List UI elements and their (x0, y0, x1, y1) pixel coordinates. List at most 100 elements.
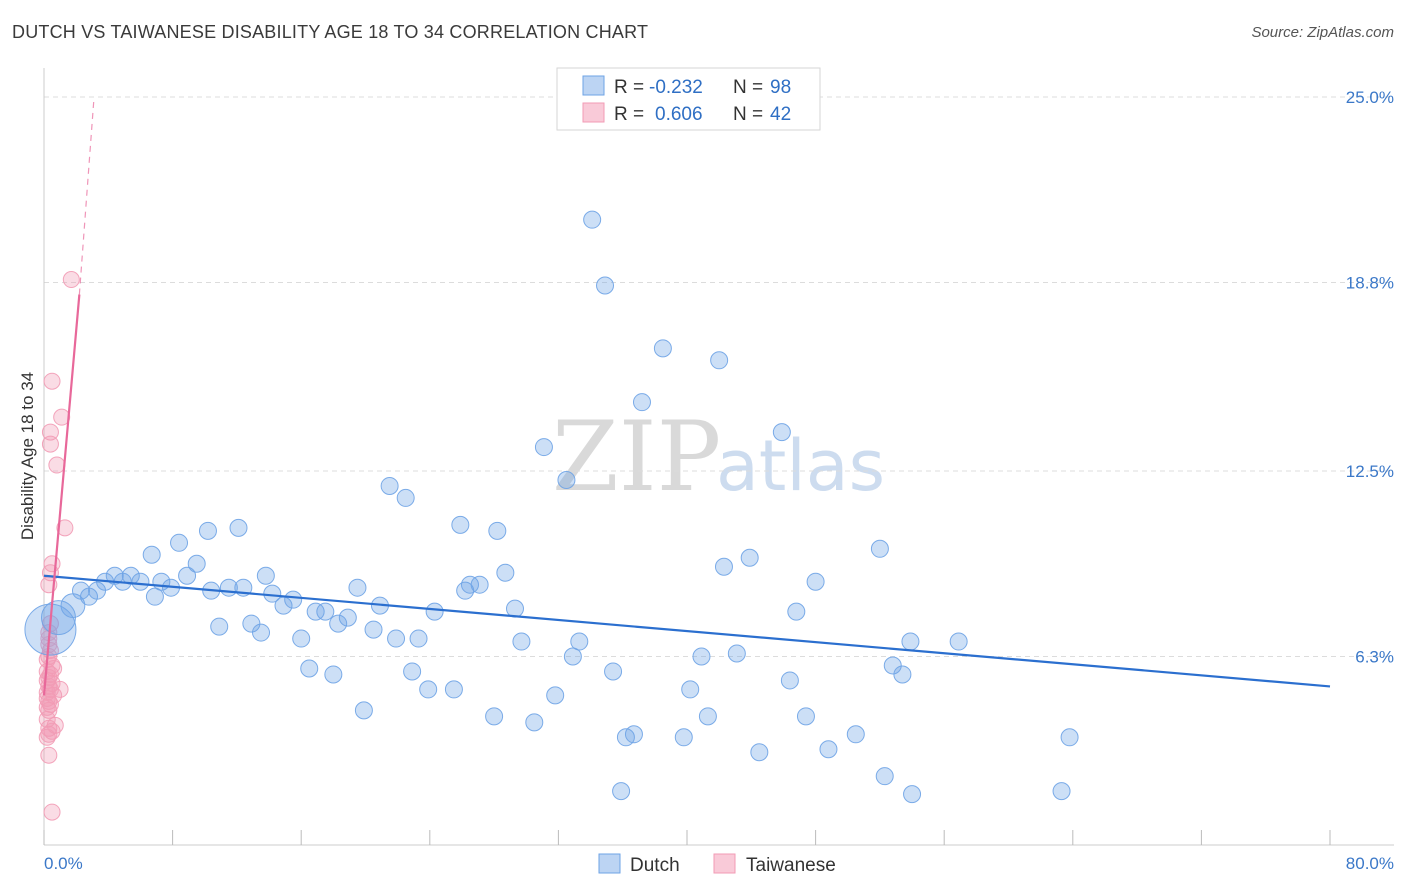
dutch-point (460, 575, 479, 594)
watermark-zip: ZIP (552, 401, 721, 513)
trendlines (42, 99, 1331, 696)
dutch-point (252, 623, 271, 642)
taiwanese-point (40, 701, 58, 719)
taiwanese-point (40, 719, 58, 737)
y-tick-label: 12.5% (1346, 462, 1394, 481)
dutch-point (1052, 782, 1071, 801)
bottom-legend-dutch-label: Dutch (630, 855, 680, 876)
dutch-point (624, 725, 643, 744)
x-tick-label-min: 0.0% (44, 854, 83, 873)
dutch-point (681, 680, 700, 699)
dutch-point (780, 671, 799, 690)
source-credit: Source: ZipAtlas.com (1251, 24, 1394, 41)
x-tick-label-max: 80.0% (1346, 854, 1394, 873)
dutch-point (348, 578, 367, 597)
legend-dutch-n-value: 98 (770, 77, 791, 98)
dutch-point (740, 548, 759, 567)
axes (43, 68, 1394, 846)
dutch-point (596, 276, 615, 295)
dutch-point (612, 782, 631, 801)
dutch-point (284, 590, 303, 609)
taiwanese-points (38, 271, 80, 821)
dutch-point (563, 647, 582, 666)
dutch-point (210, 617, 229, 636)
dutch-point (354, 701, 373, 720)
y-tick-label: 6.3% (1355, 648, 1394, 667)
taiwanese-point (43, 372, 61, 390)
y-tick-label: 18.8% (1346, 274, 1394, 293)
dutch-point (425, 602, 444, 621)
dutch-point (750, 743, 769, 762)
dutch-point (949, 632, 968, 651)
y-axis-title: Disability Age 18 to 34 (18, 372, 37, 540)
dutch-point (329, 614, 348, 633)
dutch-point (451, 515, 470, 534)
dutch-point (131, 572, 150, 591)
dutch-point (525, 713, 544, 732)
legend-dutch-r-value: -0.232 (649, 77, 703, 98)
x-tick-labels: 0.0% 80.0% (44, 854, 1394, 873)
dutch-point (142, 545, 161, 564)
chart-title: DUTCH VS TAIWANESE DISABILITY AGE 18 TO … (12, 22, 649, 42)
legend-dutch-swatch (582, 75, 605, 96)
dutch-point (316, 602, 335, 621)
watermark-atlas: atlas (716, 425, 885, 507)
legend-dutch-r-label: R = (614, 77, 644, 98)
legend-dutch-n-label: N = (733, 77, 763, 98)
dutch-point (875, 767, 894, 786)
taiwanese-point (53, 408, 71, 426)
bottom-legend-dutch-swatch (598, 853, 621, 874)
y-tick-labels: 6.3% 12.5% 18.8% 25.0% (1346, 88, 1394, 667)
dutch-point (1060, 728, 1079, 747)
dutch-point (557, 470, 576, 489)
dutch-point (710, 351, 729, 370)
dutch-point (772, 423, 791, 442)
dutch-point (893, 665, 912, 684)
dutch-point (570, 632, 589, 651)
taiwanese-point (56, 519, 74, 537)
legend-taiwanese-swatch (582, 102, 605, 123)
dutch-point (653, 339, 672, 358)
dutch-point (806, 572, 825, 591)
dutch-point (380, 476, 399, 495)
dutch-point (796, 707, 815, 726)
dutch-point (496, 563, 515, 582)
legend: R = -0.232 N = 98 R = 0.606 N = 42 (556, 67, 821, 131)
dutch-point (674, 728, 693, 747)
bottom-legend-taiwanese-label: Taiwanese (746, 855, 836, 876)
dutch-point (242, 614, 261, 633)
dutch-point (300, 659, 319, 678)
taiwanese-point (41, 435, 59, 453)
dutch-point (714, 557, 733, 576)
dutch-point (364, 620, 383, 639)
dutch-point (387, 629, 406, 648)
bottom-legend-taiwanese-swatch (713, 853, 736, 874)
taiwanese-point (40, 746, 58, 764)
dutch-point (787, 602, 806, 621)
dutch-point (170, 533, 189, 552)
legend-taiwanese-r-label: R = (614, 104, 644, 125)
dutch-point (229, 518, 248, 537)
watermark: ZIP atlas (552, 401, 885, 513)
taiwanese-point (48, 456, 66, 474)
dutch-point (870, 539, 889, 558)
dutch-point (338, 608, 357, 627)
dutch-point (178, 566, 197, 585)
dutch-point (485, 707, 504, 726)
legend-taiwanese-n-label: N = (733, 104, 763, 125)
dutch-trendline (43, 574, 1331, 688)
dutch-point (198, 521, 217, 540)
dutch-point (901, 632, 920, 651)
dutch-points (24, 210, 1079, 804)
dutch-point (604, 662, 623, 681)
taiwanese-point (38, 710, 56, 728)
gridlines (44, 96, 1394, 658)
dutch-point (292, 629, 311, 648)
dutch-point (727, 644, 746, 663)
y-tick-label: 25.0% (1346, 88, 1394, 107)
legend-taiwanese-r-value: 0.606 (655, 104, 703, 125)
dutch-point (903, 785, 922, 804)
dutch-point (187, 554, 206, 573)
dutch-point (324, 665, 343, 684)
